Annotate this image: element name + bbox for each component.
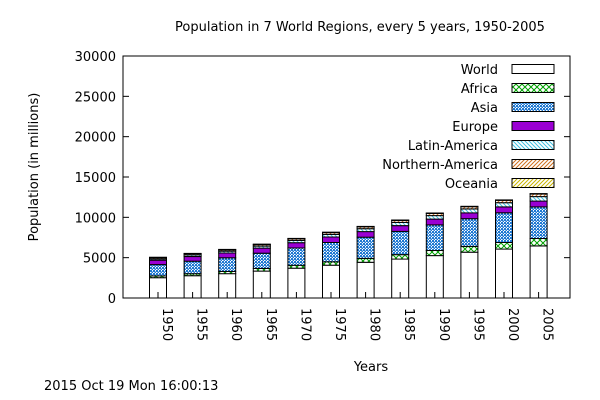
bar-oceania-1955 (183, 252, 202, 255)
bar-europe-1970 (287, 242, 306, 249)
legend-label-world: World (461, 63, 498, 78)
legend: World Africa Asia Europe Latin-America Northe… (382, 63, 555, 192)
bar-asia-1960 (218, 257, 237, 272)
bar-oceania-1960 (218, 248, 237, 251)
y-tick-label-5000: 5000 (83, 252, 116, 267)
bar-europe-1965 (252, 247, 271, 254)
bar-latin-america-2005 (529, 196, 548, 202)
bar-africa-2000 (495, 242, 513, 250)
y-tick-label-20000: 20000 (75, 131, 116, 146)
x-axis-label: Years (353, 360, 389, 375)
x-tick-label-1960: 1960 (228, 308, 243, 341)
bar-africa-1995 (460, 245, 479, 253)
bar-world-2005 (529, 245, 548, 299)
y-tick-label-25000: 25000 (75, 90, 116, 105)
bar-europe-1950 (149, 259, 167, 266)
y-tick-label-30000: 30000 (75, 50, 116, 65)
bar-latin-america-1995 (460, 208, 479, 214)
bar-africa-1975 (322, 261, 340, 266)
bar-europe-1975 (322, 236, 340, 243)
bar-latin-america-2000 (495, 202, 513, 208)
x-tick-label-1995: 1995 (470, 308, 485, 341)
x-tick-label-1990: 1990 (436, 308, 451, 341)
bar-oceania-1985 (391, 219, 410, 221)
legend-swatch-world (511, 64, 555, 74)
legend-label-asia: Asia (471, 101, 498, 116)
bar-europe-1980 (356, 231, 375, 238)
bar-oceania-1980 (356, 225, 375, 228)
legend-swatch-northern-america (511, 159, 555, 169)
bar-oceania-1950 (149, 256, 167, 259)
y-tick-label-0: 0 (108, 292, 116, 307)
bars-layer (149, 193, 548, 299)
bar-oceania-1995 (460, 205, 479, 208)
y-tick-label-15000: 15000 (75, 171, 116, 186)
bar-oceania-1975 (322, 231, 340, 234)
bar-europe-2000 (495, 206, 513, 214)
bar-asia-1995 (460, 218, 479, 247)
chart-title: Population in 7 World Regions, every 5 y… (175, 20, 545, 35)
bar-africa-1980 (356, 257, 375, 263)
y-axis-label: Population (in millions) (27, 93, 42, 242)
legend-label-africa: Africa (461, 82, 498, 97)
bar-europe-1995 (460, 212, 479, 220)
bar-world-1990 (425, 255, 444, 299)
bar-europe-1990 (425, 218, 444, 226)
timestamp-label: 2015 Oct 19 Mon 16:00:13 (44, 379, 219, 394)
bar-africa-2005 (529, 238, 548, 247)
x-tick-label-1985: 1985 (401, 308, 416, 341)
x-tick-label-2000: 2000 (505, 308, 520, 341)
bar-asia-1985 (391, 230, 410, 256)
legend-label-northern-america: Northern-America (382, 158, 498, 173)
bar-europe-1955 (183, 256, 202, 262)
x-tick-label-1955: 1955 (194, 308, 209, 341)
bar-asia-2000 (495, 212, 513, 244)
bar-asia-1950 (149, 264, 167, 277)
bar-world-2000 (495, 248, 513, 299)
bar-asia-1970 (287, 247, 306, 266)
bar-oceania-1990 (425, 212, 444, 214)
bar-europe-2005 (529, 200, 548, 208)
x-tick-label-2005: 2005 (540, 308, 555, 341)
bar-world-1995 (460, 251, 479, 299)
bar-asia-1955 (183, 260, 202, 275)
bar-oceania-2000 (495, 199, 513, 201)
legend-label-oceania: Oceania (445, 177, 498, 192)
legend-swatch-asia (511, 102, 555, 112)
legend-swatch-latin-america (511, 140, 555, 150)
legend-label-europe: Europe (452, 120, 498, 135)
y-tick-label-10000: 10000 (75, 211, 116, 226)
bar-europe-1960 (218, 252, 237, 259)
legend-label-latin-america: Latin-America (408, 139, 498, 154)
axes-layer: 0 5000 10000 15000 20000 25000 30000 1950 1955 19… (75, 50, 571, 341)
legend-swatch-africa (511, 83, 555, 93)
bar-asia-1975 (322, 241, 340, 263)
x-tick-label-1980: 1980 (367, 308, 382, 341)
bar-asia-1990 (425, 224, 444, 251)
x-tick-label-1975: 1975 (332, 308, 347, 341)
bar-asia-2005 (529, 206, 548, 239)
bar-africa-1985 (391, 254, 410, 260)
bar-oceania-1965 (252, 243, 271, 246)
bar-oceania-2005 (529, 193, 548, 195)
legend-swatch-oceania (511, 178, 555, 188)
bar-latin-america-1990 (425, 215, 444, 220)
x-tick-label-1950: 1950 (159, 308, 174, 341)
bar-europe-1985 (391, 225, 410, 232)
bar-asia-1965 (252, 252, 271, 269)
x-tick-label-1970: 1970 (297, 308, 312, 341)
bar-oceania-1970 (287, 237, 306, 240)
legend-swatch-europe (511, 121, 555, 131)
bar-africa-1990 (425, 250, 444, 257)
bar-asia-1980 (356, 236, 375, 259)
x-tick-label-1965: 1965 (263, 308, 278, 341)
